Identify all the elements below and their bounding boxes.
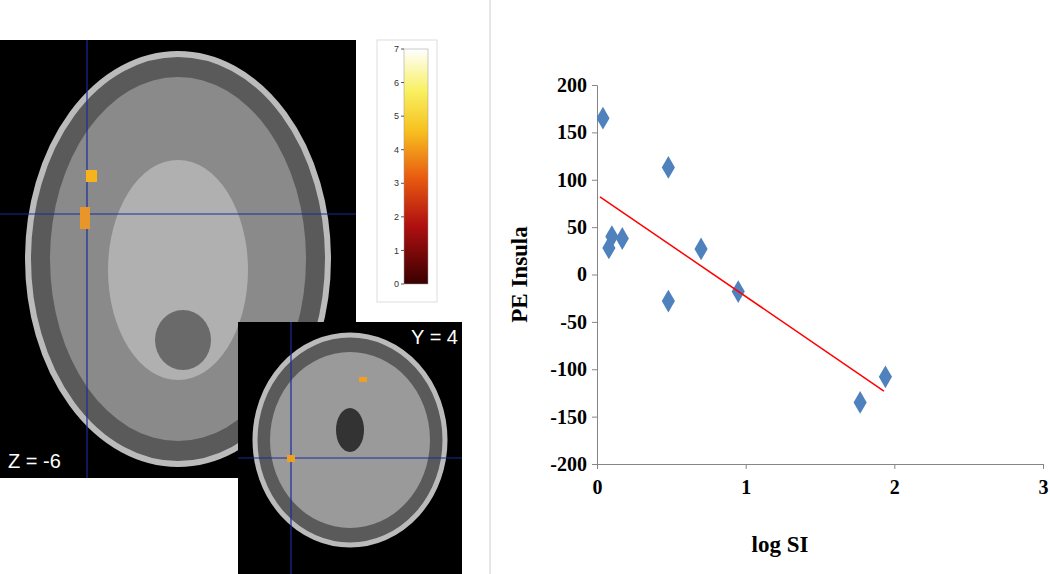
- y-tick: -150: [550, 406, 597, 428]
- colorbar-tick: [401, 49, 404, 50]
- colorbar-gradient: [404, 49, 428, 284]
- activation: [86, 170, 97, 182]
- y-tick: 100: [557, 169, 597, 191]
- y-axis-line: [592, 86, 598, 465]
- y-tick-label: 200: [557, 74, 587, 96]
- image-panel: Z = -6 Y = 4: [0, 0, 490, 574]
- coronal-ventricle: [336, 408, 364, 452]
- colorbar-tick-label: 2: [394, 212, 399, 222]
- y-tick-label: -150: [550, 406, 587, 428]
- colorbar-tick: [401, 284, 404, 285]
- colorbar-tick-label: 1: [394, 246, 399, 256]
- trendline: [600, 197, 884, 391]
- annotation: Y = 4: [411, 326, 458, 348]
- point: [662, 290, 675, 313]
- x-tick-label: 2: [890, 476, 900, 498]
- coronal-skull: [255, 335, 445, 545]
- y-axis: -200 -150 -100 -50 0 50 100 150 200: [550, 74, 597, 475]
- y-tick: 150: [557, 121, 597, 143]
- y-tick-label: 0: [577, 263, 587, 285]
- axial-core: [108, 160, 248, 380]
- colorbar-tick-label: 4: [394, 145, 399, 155]
- crosshair: [86, 40, 87, 478]
- y-tick: 50: [567, 216, 597, 238]
- x-tick-mark: [1043, 464, 1044, 469]
- x-tick-label: 0: [593, 476, 603, 498]
- x-axis-line: [598, 465, 1044, 470]
- x-tick: 0: [593, 464, 603, 498]
- x-tick: 1: [741, 464, 751, 498]
- colorbar-tick: [401, 116, 404, 117]
- colorbar-tick-label: 3: [394, 178, 399, 188]
- x-tick-mark: [746, 464, 747, 469]
- crosshair: [238, 457, 462, 458]
- plot-area: [597, 107, 892, 414]
- colorbar-tick-label: 5: [394, 111, 399, 121]
- y-tick: -200: [550, 453, 597, 475]
- coronal-background: [238, 322, 462, 574]
- y-tick: 0: [577, 263, 597, 285]
- colorbar-tick: [401, 82, 404, 83]
- figure: Z = -6Y = 401234567-200-150-100-50050100…: [0, 0, 1050, 574]
- colorbar: 0 1 2 3 4 5 6 7: [377, 40, 437, 302]
- colorbar-tick-label: 6: [394, 78, 399, 88]
- axial-midbrain: [155, 310, 211, 370]
- colorbar-tick-label: 7: [394, 44, 399, 54]
- point: [616, 227, 629, 250]
- colorbar-tick: [401, 149, 404, 150]
- x-axis-title: log SI: [752, 532, 809, 557]
- y-tick-mark: [592, 227, 597, 228]
- y-tick-mark: [592, 275, 597, 276]
- y-tick-label: -200: [550, 453, 587, 475]
- y-tick: -100: [550, 358, 597, 380]
- y-tick-label: 100: [557, 169, 587, 191]
- annotation: Z = -6: [8, 450, 61, 472]
- y-tick-mark: [592, 132, 597, 133]
- y-tick-label: 50: [567, 216, 587, 238]
- colorbar-tick: [401, 183, 404, 184]
- activation: [359, 377, 367, 382]
- y-tick-label: 150: [557, 121, 587, 143]
- y-tick-mark: [592, 369, 597, 370]
- activation: [80, 207, 90, 229]
- y-tick-mark: [592, 464, 597, 465]
- scatter-chart: -200 -150 -100 -50 0 50 100 150 200 0 1 2 3 log SI PE …: [507, 74, 1049, 557]
- point: [605, 225, 618, 248]
- y-tick-label: -100: [550, 358, 587, 380]
- y-tick-mark: [592, 180, 597, 181]
- x-tick-mark: [597, 464, 598, 469]
- point: [597, 107, 610, 130]
- point: [879, 365, 892, 388]
- x-tick: 3: [1039, 464, 1049, 498]
- colorbar-tick: [401, 250, 404, 251]
- x-tick-label: 3: [1039, 476, 1049, 498]
- x-tick-label: 1: [741, 476, 751, 498]
- point: [662, 156, 675, 179]
- crosshair: [0, 213, 356, 214]
- activation: [287, 455, 295, 462]
- y-tick: -50: [560, 311, 597, 333]
- coronal-brain: [270, 352, 430, 528]
- y-tick-mark: [592, 417, 597, 418]
- crosshair: [290, 322, 291, 574]
- divider: [490, 0, 491, 574]
- colorbar-frame: [377, 40, 437, 302]
- x-axis: 0 1 2 3: [593, 464, 1049, 498]
- point: [854, 391, 867, 414]
- x-tick-mark: [894, 464, 895, 469]
- colorbar-tick: [401, 216, 404, 217]
- colorbar-tick-label: 0: [394, 279, 399, 289]
- y-tick-mark: [592, 322, 597, 323]
- point: [694, 238, 707, 261]
- y-tick: 200: [557, 74, 597, 96]
- x-tick: 2: [890, 464, 900, 498]
- y-tick-mark: [592, 85, 597, 86]
- y-axis-title: PE Insula: [507, 226, 532, 323]
- y-tick-label: -50: [560, 311, 587, 333]
